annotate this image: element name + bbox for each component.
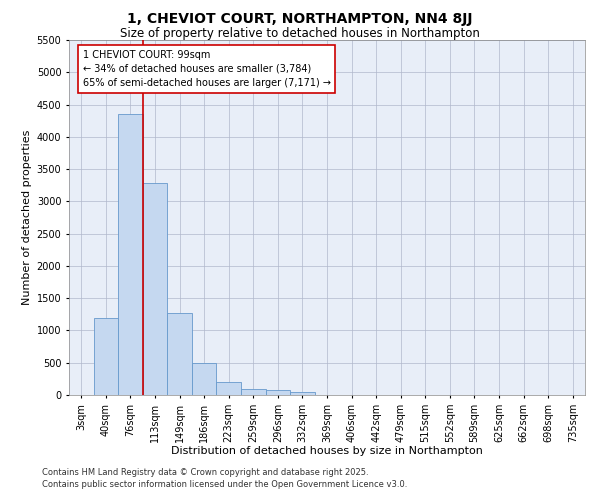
Bar [290, 392, 315, 395]
Text: 1, CHEVIOT COURT, NORTHAMPTON, NN4 8JJ: 1, CHEVIOT COURT, NORTHAMPTON, NN4 8JJ [127, 12, 473, 26]
Text: Contains HM Land Registry data © Crown copyright and database right 2025.
Contai: Contains HM Land Registry data © Crown c… [42, 468, 407, 489]
Bar [118, 114, 143, 395]
Bar [94, 318, 118, 395]
Y-axis label: Number of detached properties: Number of detached properties [22, 130, 32, 305]
Text: Size of property relative to detached houses in Northampton: Size of property relative to detached ho… [120, 28, 480, 40]
Bar [217, 382, 241, 395]
Bar [241, 388, 266, 395]
Bar [167, 313, 192, 395]
X-axis label: Distribution of detached houses by size in Northampton: Distribution of detached houses by size … [171, 446, 483, 456]
Text: 1 CHEVIOT COURT: 99sqm
← 34% of detached houses are smaller (3,784)
65% of semi-: 1 CHEVIOT COURT: 99sqm ← 34% of detached… [83, 50, 331, 88]
Bar [192, 362, 217, 395]
Bar [266, 390, 290, 395]
Bar [143, 184, 167, 395]
